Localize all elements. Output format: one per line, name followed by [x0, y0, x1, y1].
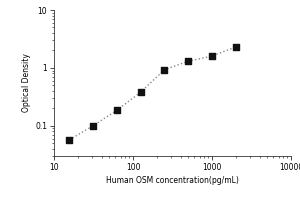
Point — [115, 109, 119, 112]
Point — [138, 91, 143, 94]
Point — [233, 45, 238, 49]
Point — [186, 60, 190, 63]
Y-axis label: Optical Density: Optical Density — [22, 54, 31, 112]
Point — [91, 124, 95, 127]
Point — [162, 68, 167, 71]
Point — [67, 138, 72, 141]
Point — [210, 54, 214, 58]
X-axis label: Human OSM concentration(pg/mL): Human OSM concentration(pg/mL) — [106, 176, 239, 185]
